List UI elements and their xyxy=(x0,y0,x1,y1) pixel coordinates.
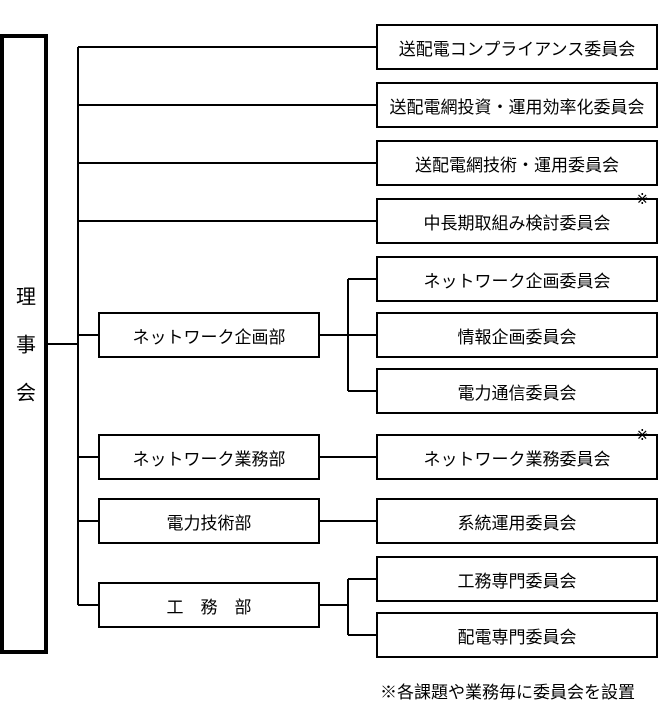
department-dept2: ネットワーク業務部 xyxy=(98,434,320,480)
committee-sub2: 情報企画委員会 xyxy=(376,312,658,358)
footnote: ※各課題や業務毎に委員会を設置 xyxy=(380,678,635,703)
committee-c4: 中長期取組み検討委員会 xyxy=(376,198,658,244)
committee-sub4b: 配電専門委員会 xyxy=(376,612,658,658)
committee-c1: 送配電コンプライアンス委員会 xyxy=(376,24,658,70)
committee-c_sys: 系統運用委員会 xyxy=(376,498,658,544)
committee-sub1: ネットワーク企画委員会 xyxy=(376,256,658,302)
committee-c2: 送配電網投資・運用効率化委員会 xyxy=(376,82,658,128)
committee-sub3: 電力通信委員会 xyxy=(376,368,658,414)
department-dept1: ネットワーク企画部 xyxy=(98,312,320,358)
committee-sub4a: 工務専門委員会 xyxy=(376,556,658,602)
committee-c3: 送配電網技術・運用委員会 xyxy=(376,140,658,186)
department-dept4: 工 務 部 xyxy=(98,582,320,628)
department-dept3: 電力技術部 xyxy=(98,498,320,544)
note-mark: ※ xyxy=(636,190,649,208)
committee-c_biz: ネットワーク業務委員会 xyxy=(376,434,658,480)
root-board: 理事会 xyxy=(0,34,48,654)
note-mark: ※ xyxy=(636,426,649,444)
